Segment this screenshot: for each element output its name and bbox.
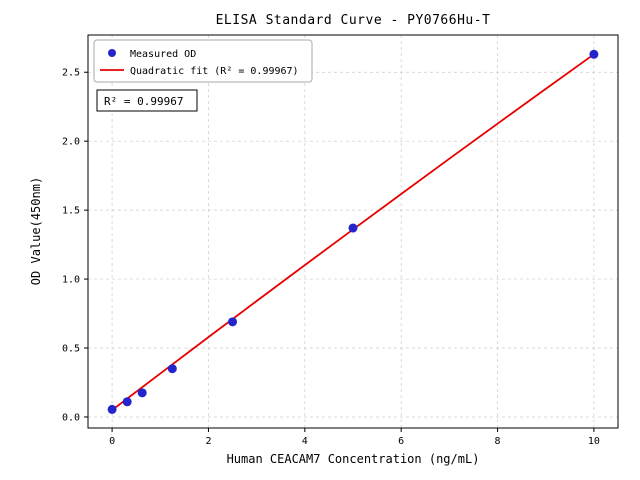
x-tick-label: 10 (588, 436, 600, 447)
data-point (167, 364, 177, 374)
x-tick-label: 6 (398, 436, 404, 447)
y-tick-label: 2.0 (62, 137, 80, 148)
legend-label-measured-od: Measured OD (130, 49, 196, 60)
x-tick-label: 0 (109, 436, 115, 447)
legend-label-quadratic-fit: Quadratic fit (R² = 0.99967) (130, 66, 299, 77)
data-point (348, 223, 358, 233)
y-tick-label: 0.0 (62, 412, 80, 423)
annotation-text: R² = 0.99967 (104, 95, 183, 108)
y-tick-label: 2.5 (62, 68, 80, 79)
chart-title: ELISA Standard Curve - PY0766Hu-T (216, 13, 491, 28)
data-point (589, 49, 599, 59)
y-tick-label: 0.5 (62, 344, 80, 355)
legend: Measured OD Quadratic fit (R² = 0.99967) (93, 39, 313, 83)
legend-dot-marker-icon (108, 49, 116, 57)
plot-area: 0 2 4 6 8 10 0.0 0.5 1.0 1.5 2.0 2.5 (62, 34, 619, 447)
plot-frame (87, 34, 619, 429)
x-axis-label: Human CEACAM7 Concentration (ng/mL) (227, 452, 480, 466)
x-tick-label: 2 (205, 436, 211, 447)
annotation-box (96, 89, 198, 112)
y-axis-label: OD Value(450nm) (29, 177, 43, 285)
data-point (228, 317, 238, 327)
y-tick-label: 1.5 (62, 206, 80, 217)
y-tick-label: 1.0 (62, 275, 80, 286)
r-squared-annotation: R² = 0.99967 (96, 89, 198, 112)
data-point (122, 397, 132, 407)
data-point (137, 388, 147, 398)
x-tick-label: 8 (495, 436, 501, 447)
x-tick-label: 4 (302, 436, 308, 447)
data-point (107, 404, 117, 414)
legend-box (93, 39, 313, 83)
